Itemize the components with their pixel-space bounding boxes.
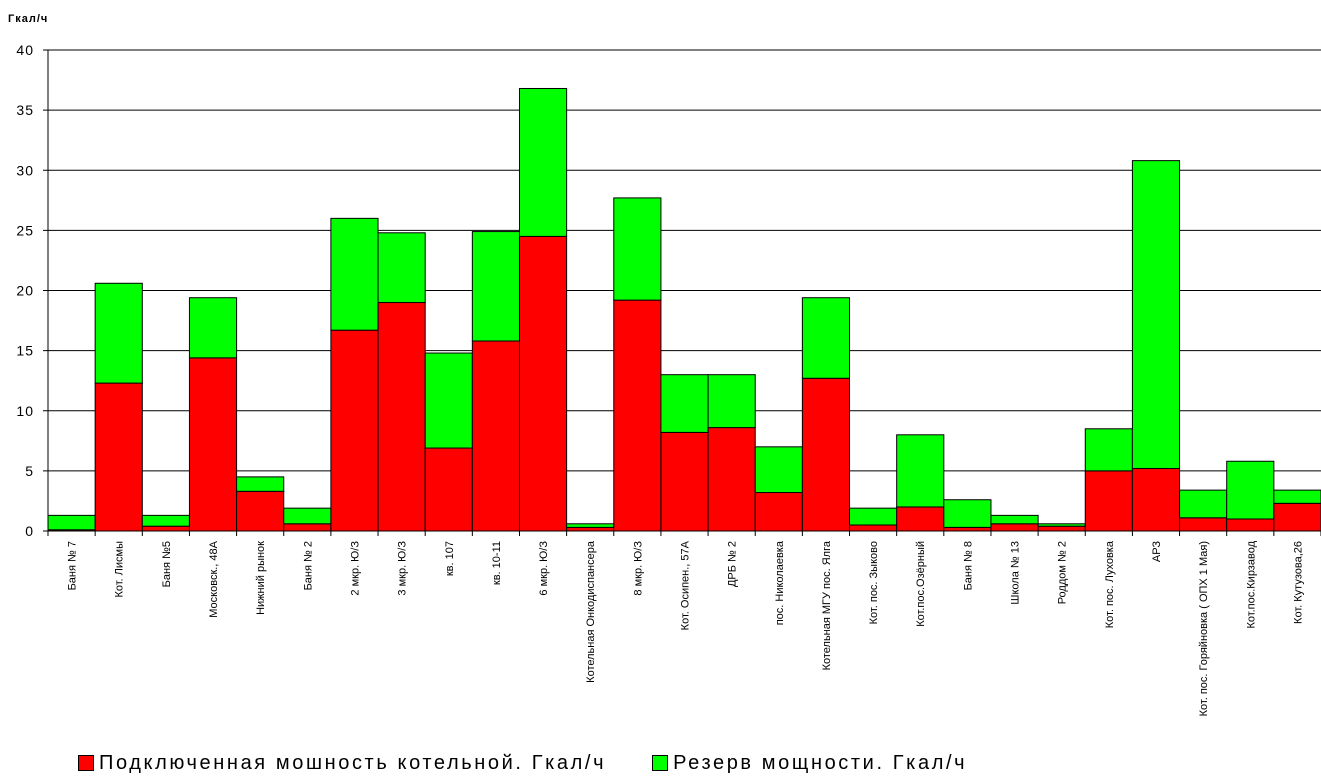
bar-connected (707, 427, 756, 532)
bar-reserve (990, 514, 1039, 525)
x-tick-label: Кот. пос. Луховка (1104, 540, 1116, 628)
bar-reserve (1084, 428, 1133, 472)
bar-connected (1226, 518, 1275, 532)
bar-connected (754, 492, 803, 532)
bar-reserve (377, 232, 426, 304)
bar-reserve (707, 374, 756, 429)
x-tick-label: кв. 10-11 (491, 541, 503, 585)
bar-reserve (660, 374, 709, 433)
bar-connected (849, 524, 898, 532)
legend-label-reserve: Резерв мощности. Гкал/ч (673, 751, 968, 774)
x-tick-label: пос. Николаевка (774, 540, 786, 625)
legend-label-connected: Подключенная мошность котельной. Гкал/ч (99, 751, 607, 774)
x-tick-label: АРЗ (1151, 541, 1163, 562)
bar-connected (518, 235, 568, 532)
bar-connected (660, 431, 709, 532)
bar-reserve (1226, 460, 1275, 520)
y-axis-label: Гкал/ч (8, 13, 48, 25)
bar-connected (94, 382, 143, 532)
bar-reserve (566, 523, 615, 528)
bar-reserve (283, 507, 332, 525)
bar-reserve (1037, 523, 1086, 527)
bar-connected (990, 523, 1039, 532)
x-tick-label: Московск., 48А (208, 540, 220, 617)
y-tick-label: 35 (16, 102, 34, 118)
bar-reserve (943, 499, 992, 528)
y-tick-label: 30 (16, 162, 34, 178)
bar-reserve (1273, 489, 1321, 504)
bar-reserve (518, 87, 568, 237)
bar-connected (141, 525, 190, 532)
x-tick-label: кв. 107 (444, 541, 456, 576)
x-tick-label: 6 мкр. Ю/З (538, 541, 550, 596)
x-tick-label: Кот. Лисмы (114, 541, 126, 598)
legend-item-reserve: Резерв мощности. Гкал/ч (652, 752, 967, 775)
bar-connected (1037, 525, 1086, 532)
bar-connected (283, 523, 332, 532)
bar-connected (613, 299, 662, 532)
x-tick-label: Кот. пос. Горяйновка ( ОПХ 1 Мая) (1198, 541, 1210, 716)
x-tick-label: Кот. Кутузова,26 (1292, 541, 1304, 624)
x-tick-label: Баня №5 (161, 541, 173, 587)
bar-reserve (1179, 489, 1228, 519)
y-tick-label: 15 (16, 343, 34, 359)
bar-connected (330, 329, 379, 532)
bar-reserve (471, 231, 520, 342)
bar-connected (471, 340, 520, 532)
bar-reserve (236, 476, 285, 492)
x-tick-label: Баня № 8 (962, 541, 974, 590)
y-tick-label: 5 (25, 463, 34, 479)
bar-connected (1179, 517, 1228, 532)
x-tick-label: Школа № 13 (1010, 541, 1022, 605)
y-tick-label: 40 (16, 42, 34, 58)
y-tick-label: 0 (25, 523, 34, 539)
bar-reserve (754, 446, 803, 494)
bar-reserve (94, 282, 143, 384)
bar-connected (1084, 470, 1133, 532)
bar-reserve (188, 297, 238, 359)
bar-reserve (849, 507, 898, 526)
bar-reserve (47, 514, 96, 531)
x-tick-label: Роддом № 2 (1057, 541, 1069, 604)
x-tick-label: Кот.пос.Озёрный (915, 541, 927, 627)
bar-reserve (330, 217, 379, 331)
bar-connected (1273, 502, 1321, 532)
bar-connected (424, 447, 473, 532)
bar-reserve (896, 434, 945, 508)
bar-connected (566, 526, 615, 532)
y-tick-label: 20 (16, 283, 34, 299)
bar-reserve (1131, 160, 1181, 469)
x-tick-label: 8 мкр. Ю/З (632, 541, 644, 596)
legend: Подключенная мошность котельной. Гкал/ч … (78, 750, 1013, 776)
x-tick-label: ДРБ № 2 (727, 541, 739, 587)
x-tick-label: 2 мкр. Ю/З (349, 541, 361, 596)
bar-connected (801, 377, 851, 532)
bar-reserve (801, 297, 851, 379)
x-tick-label: Баня № 2 (302, 541, 314, 590)
bar-connected (1131, 467, 1181, 532)
y-tick-label: 25 (16, 222, 34, 238)
stacked-bar-chart: Гкал/ч 0 5 10 15 20 25 30 35 40 Баня № 7 Кот. Лисмы… (8, 13, 1321, 716)
bar-connected (236, 490, 285, 532)
bar-connected (188, 357, 238, 532)
x-tick-label: Нижний рынок (255, 541, 267, 615)
x-tick-label: Кот.пос.Кирзавод (1245, 540, 1257, 628)
x-tick-label: 3 мкр. Ю/З (397, 541, 409, 596)
bar-connected (943, 526, 992, 532)
legend-swatch-connected (78, 755, 94, 771)
bar-reserve (141, 514, 190, 527)
legend-item-connected: Подключенная мошность котельной. Гкал/ч (78, 752, 606, 775)
bar-connected (896, 506, 945, 532)
bar-reserve (424, 352, 473, 449)
x-tick-label: Кот. пос. Зыково (868, 541, 880, 624)
bar-connected (377, 302, 426, 532)
x-tick-label: Баня № 7 (67, 541, 79, 590)
x-tick-label: Котельная Онкодиспансера (585, 540, 597, 683)
bar-reserve (613, 197, 662, 301)
y-tick-label: 10 (16, 403, 34, 419)
legend-swatch-reserve (652, 755, 669, 771)
x-tick-label: Котельная МГУ пос. Ялга (821, 540, 833, 670)
x-tick-label: Кот. Осипен., 57А (680, 540, 692, 630)
